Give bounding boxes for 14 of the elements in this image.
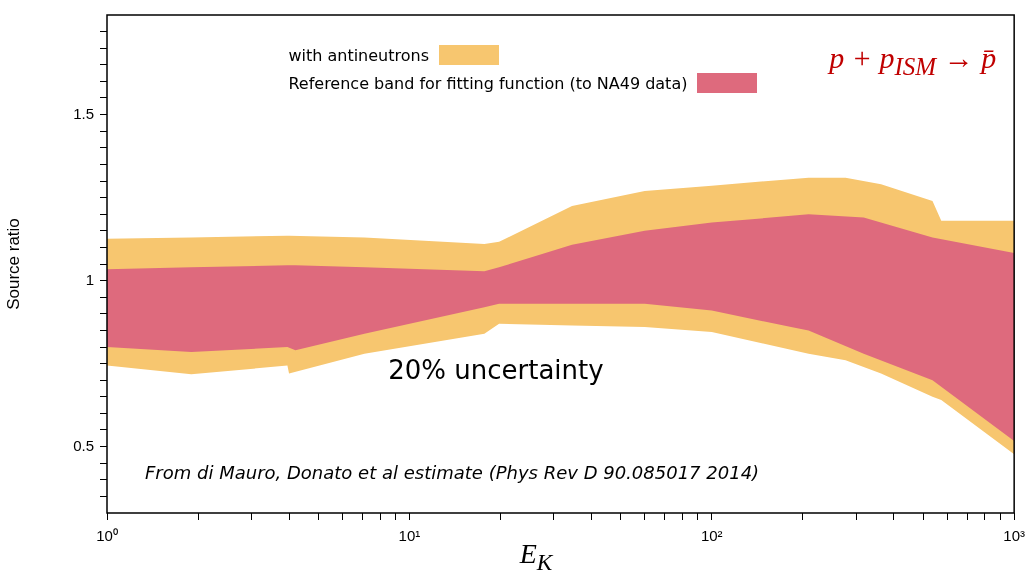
y-axis-title: Source ratio — [3, 218, 23, 310]
x-tick-label: 10² — [700, 527, 723, 545]
annotation: 20% uncertainty — [388, 355, 604, 385]
y-tick-label: 0.5 — [73, 436, 94, 454]
y-tick-label: 1.5 — [73, 104, 94, 122]
legend-label: with antineutrons — [288, 45, 430, 65]
legend-label: Reference band for fitting function (to NA49 data) — [288, 73, 688, 93]
x-tick-label: 10⁰ — [96, 527, 118, 545]
annotation: From di Mauro, Donato et al estimate (Phys Rev D 90.085017 2014) — [145, 462, 760, 483]
x-axis-title: E$_{K}$ — [519, 538, 553, 572]
x-tick-label: 10¹ — [398, 527, 421, 545]
annotation: p + p$_{ISM}$ → p̄ — [829, 41, 997, 81]
x-tick-label: 10³ — [1003, 527, 1025, 545]
y-tick-label: 1 — [85, 270, 94, 288]
